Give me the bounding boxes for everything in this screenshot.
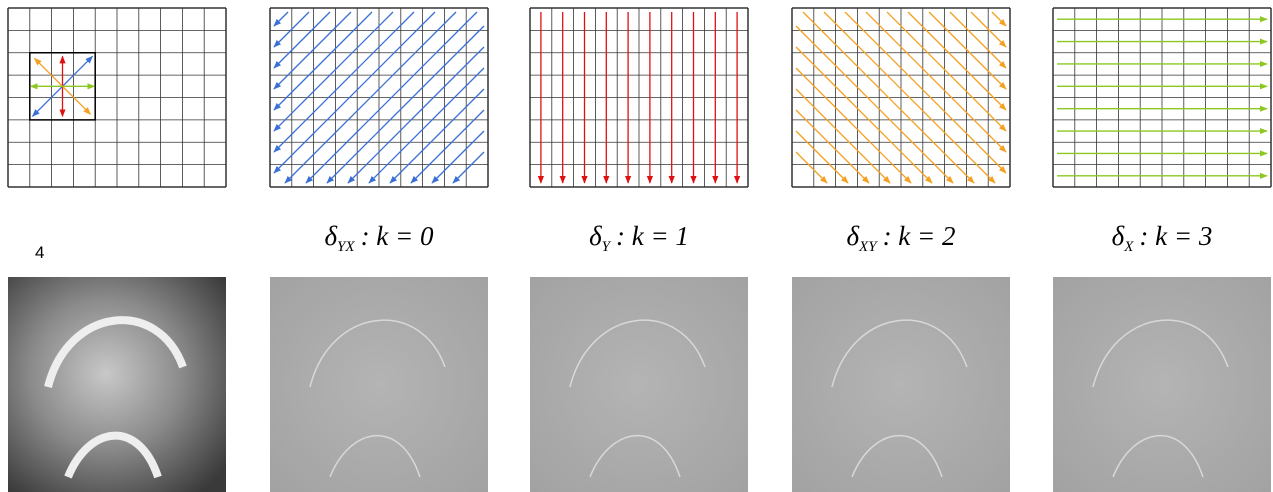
arrow bbox=[274, 12, 435, 173]
filter-symbol: δ bbox=[846, 221, 859, 251]
arrow bbox=[411, 110, 484, 183]
filter-equation: : k = 1 bbox=[616, 221, 689, 251]
filter-label: δYX : k = 0 bbox=[324, 221, 434, 255]
arrow bbox=[796, 131, 848, 183]
arrow bbox=[274, 12, 414, 152]
arrow bbox=[796, 47, 932, 183]
filter-equation: : k = 3 bbox=[1139, 221, 1212, 251]
panel-number: 4 bbox=[35, 243, 44, 262]
filter-symbol: δ bbox=[589, 221, 602, 251]
arrow bbox=[274, 12, 288, 26]
arrow bbox=[274, 12, 330, 68]
arrow bbox=[929, 12, 1006, 89]
arrow bbox=[796, 26, 953, 183]
filter-subscript: XY bbox=[858, 239, 878, 255]
filter-label: δY: k = 1 bbox=[589, 221, 689, 255]
image-panel bbox=[270, 277, 488, 492]
arrow bbox=[796, 110, 869, 183]
arrow bbox=[845, 12, 1006, 173]
figure: 4 δYX: k = 0δY: k = 1δXY: k = 2δX: k = 3 bbox=[0, 0, 1273, 492]
filter-subscript: X bbox=[1123, 239, 1134, 255]
image-panel bbox=[1053, 277, 1271, 492]
arrow bbox=[327, 26, 484, 183]
arrow bbox=[432, 131, 484, 183]
filter-subscript: Y bbox=[602, 239, 612, 255]
image-panel bbox=[530, 277, 748, 492]
image-panel bbox=[8, 277, 226, 492]
arrow bbox=[950, 12, 1006, 68]
arrow bbox=[35, 58, 63, 86]
image-panel bbox=[792, 277, 1010, 492]
filter-label: δX : k = 3 bbox=[1112, 221, 1213, 255]
arrow bbox=[33, 86, 63, 116]
arrow bbox=[348, 47, 484, 183]
filter-symbol: δ bbox=[1112, 221, 1125, 251]
filter-label: δXY : k = 2 bbox=[846, 221, 955, 255]
filter-symbol: δ bbox=[324, 221, 337, 251]
filter-subscript: YX bbox=[337, 239, 355, 255]
arrow bbox=[63, 56, 93, 86]
arrow bbox=[274, 12, 351, 89]
arrow bbox=[369, 68, 484, 183]
arrow bbox=[992, 12, 1006, 26]
arrow bbox=[796, 89, 890, 183]
filter-equation: : k = 2 bbox=[883, 221, 956, 251]
arrow bbox=[390, 89, 484, 183]
arrow bbox=[796, 68, 911, 183]
arrow bbox=[866, 12, 1006, 152]
filter-equation: : k = 0 bbox=[361, 221, 434, 251]
arrow bbox=[63, 86, 91, 114]
